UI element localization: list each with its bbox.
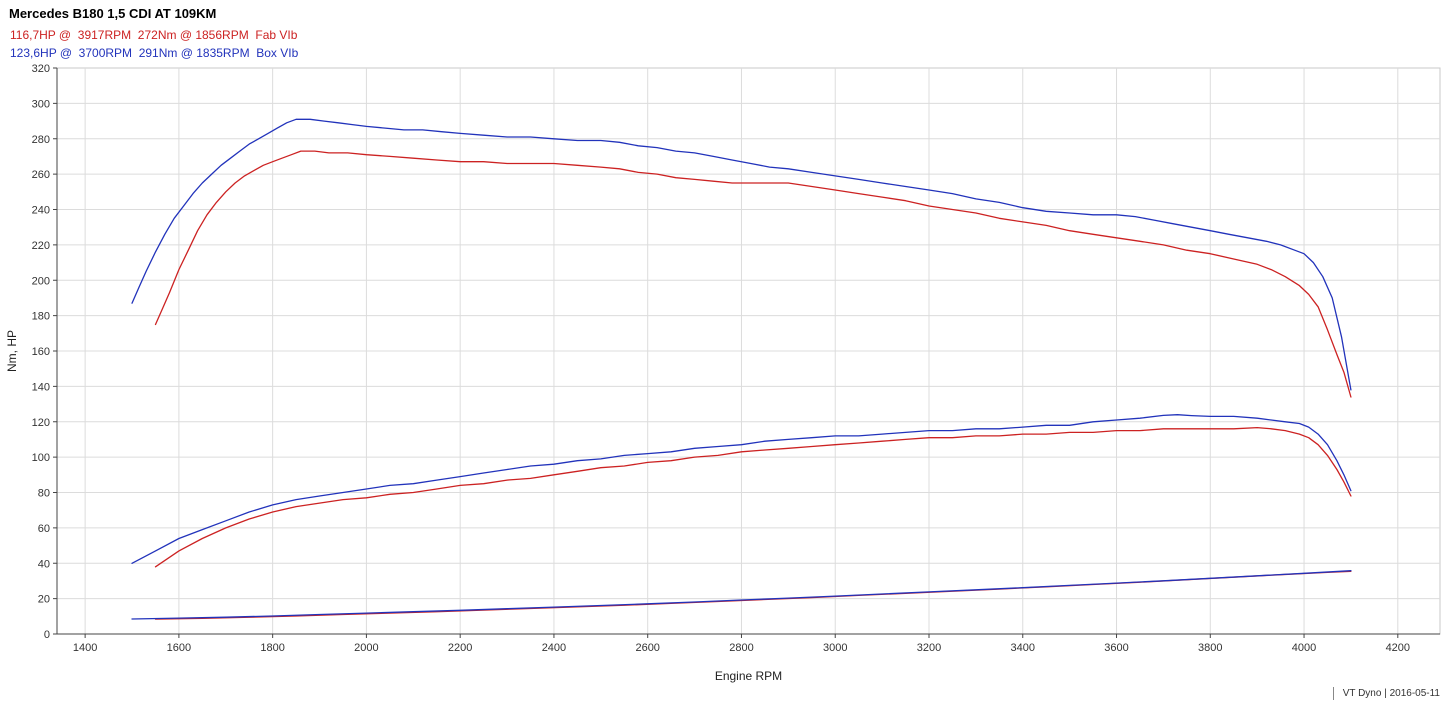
y-tick-label: 100 [32, 452, 50, 464]
y-tick-label: 200 [32, 275, 50, 287]
x-tick-label: 1400 [73, 642, 97, 654]
x-tick-label: 4000 [1292, 642, 1316, 654]
y-tick-label: 160 [32, 346, 50, 358]
series-fab-torque [154, 150, 1352, 398]
y-tick-label: 80 [38, 488, 50, 500]
y-tick-label: 220 [32, 240, 50, 252]
x-tick-label: 3000 [823, 642, 847, 654]
y-tick-label: 180 [32, 311, 50, 323]
x-tick-label: 2600 [635, 642, 659, 654]
y-tick-label: 320 [32, 63, 50, 75]
series-fab-power [154, 426, 1352, 568]
series-box-loss [131, 570, 1352, 620]
y-tick-label: 140 [32, 381, 50, 393]
x-tick-label: 3400 [1011, 642, 1035, 654]
series-box-torque [131, 118, 1352, 391]
x-tick-label: 3600 [1104, 642, 1128, 654]
x-tick-label: 2400 [542, 642, 566, 654]
y-tick-label: 300 [32, 98, 50, 110]
y-tick-label: 120 [32, 417, 50, 429]
x-tick-label: 4200 [1386, 642, 1410, 654]
x-tick-label: 3200 [917, 642, 941, 654]
footer-credit: VT Dyno | 2016-05-11 [1332, 687, 1440, 700]
y-tick-label: 280 [32, 134, 50, 146]
x-tick-label: 3800 [1198, 642, 1222, 654]
y-tick-label: 40 [38, 558, 50, 570]
y-tick-label: 260 [32, 169, 50, 181]
legend-box-line: 123,6HP @ 3700RPM 291Nm @ 1835RPM Box VI… [10, 46, 299, 60]
series-box-power [131, 414, 1352, 564]
y-axis-title: Nm, HP [5, 330, 19, 372]
x-axis-title: Engine RPM [714, 669, 783, 683]
x-tick-label: 2200 [448, 642, 472, 654]
x-tick-label: 1800 [260, 642, 284, 654]
y-tick-label: 20 [38, 594, 50, 606]
y-tick-label: 0 [44, 629, 50, 641]
y-tick-label: 60 [38, 523, 50, 535]
x-tick-label: 2800 [729, 642, 753, 654]
chart-title: Mercedes B180 1,5 CDI AT 109KM [9, 6, 217, 21]
x-tick-label: 2000 [354, 642, 378, 654]
legend-fab-line: 116,7HP @ 3917RPM 272Nm @ 1856RPM Fab VI… [10, 28, 298, 42]
x-tick-label: 1600 [167, 642, 191, 654]
y-tick-label: 240 [32, 205, 50, 217]
